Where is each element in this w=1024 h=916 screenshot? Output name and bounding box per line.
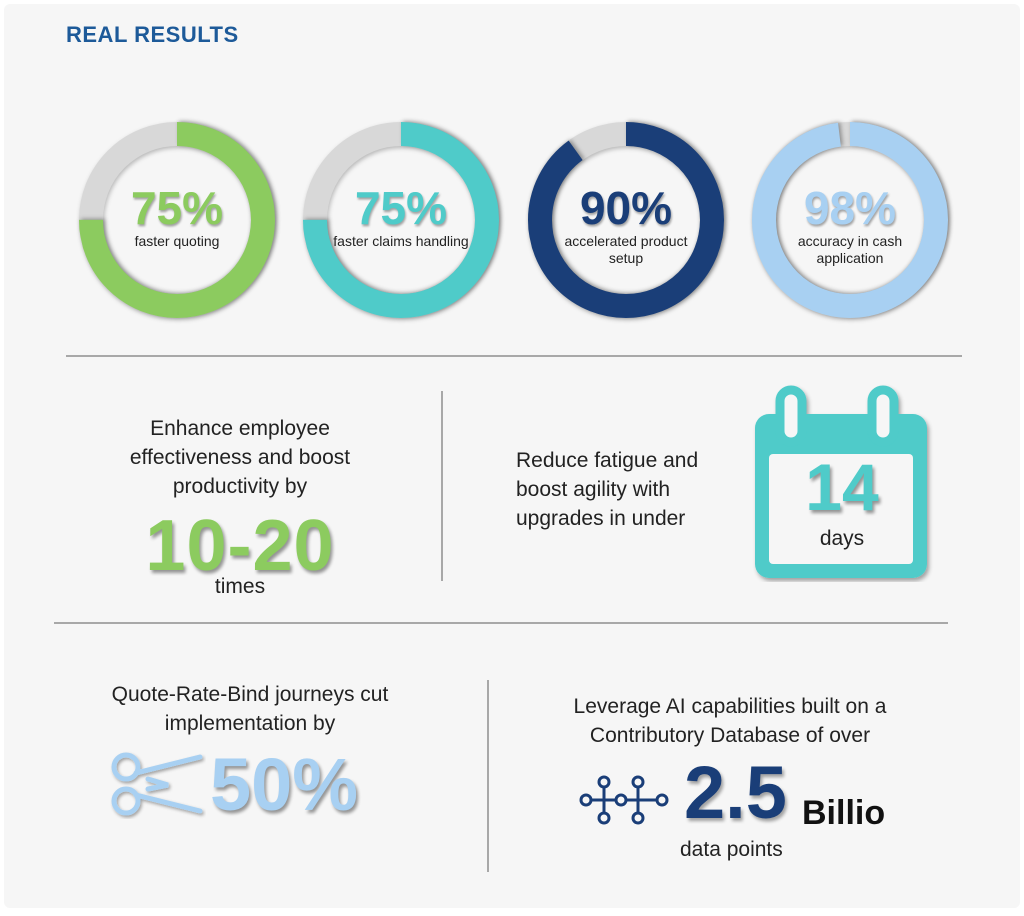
ring-fill bbox=[79, 122, 275, 318]
ring-value: 75% bbox=[130, 182, 224, 234]
ring-value: 98% bbox=[803, 182, 897, 234]
productivity-value: 10-20 bbox=[145, 506, 335, 586]
implementation-text: Quote-Rate-Bind journeys cut implementat… bbox=[111, 683, 389, 735]
ring-chart-claims bbox=[303, 122, 499, 318]
ring-stat-cash-application: 98% accuracy in cash application bbox=[750, 120, 950, 320]
upgrades-value: 14 bbox=[805, 450, 879, 524]
calendar-icon bbox=[750, 382, 934, 582]
productivity-unit: times bbox=[214, 575, 266, 598]
database-caption: data points bbox=[680, 838, 783, 861]
ring-chart-product-setup bbox=[528, 122, 724, 318]
divider-top bbox=[66, 355, 962, 357]
database-unit: Billio bbox=[802, 794, 886, 832]
productivity-text: Enhance employee effectiveness and boost… bbox=[129, 417, 351, 498]
upgrades-unit: days bbox=[819, 527, 865, 550]
ring-value: 90% bbox=[579, 182, 673, 234]
divider-middle-vertical bbox=[441, 391, 443, 581]
ring-chart-quoting bbox=[79, 122, 275, 318]
database-value: 2.5 bbox=[684, 751, 787, 834]
ring-label: faster quoting bbox=[134, 233, 220, 249]
upgrades-text: Reduce fatigue and boost agility with up… bbox=[516, 449, 699, 530]
ring-fill bbox=[303, 122, 499, 318]
divider-bottom-vertical bbox=[487, 680, 489, 872]
ring-fill bbox=[528, 122, 724, 318]
infographic-page: REAL RESULTS 75% faster quoting 75% fast… bbox=[4, 4, 1020, 908]
section-heading: REAL RESULTS bbox=[66, 22, 239, 47]
ring-label: accelerated product setup bbox=[564, 233, 688, 266]
database-text: Leverage AI capabilities built on a Cont… bbox=[573, 695, 887, 747]
divider-bottom bbox=[54, 622, 948, 624]
ring-chart-cash-application bbox=[752, 122, 948, 318]
ring-stat-quoting: 75% faster quoting bbox=[77, 120, 277, 320]
scissors-icon bbox=[108, 749, 206, 819]
ring-label: accuracy in cash application bbox=[797, 233, 903, 266]
ring-stat-claims: 75% faster claims handling bbox=[301, 120, 501, 320]
ring-fill bbox=[752, 122, 948, 318]
implementation-value: 50% bbox=[210, 743, 359, 826]
ring-stat-product-setup: 90% accelerated product setup bbox=[526, 120, 726, 320]
network-icon bbox=[576, 772, 672, 828]
ring-label: faster claims handling bbox=[333, 233, 469, 249]
ring-value: 75% bbox=[354, 182, 448, 234]
